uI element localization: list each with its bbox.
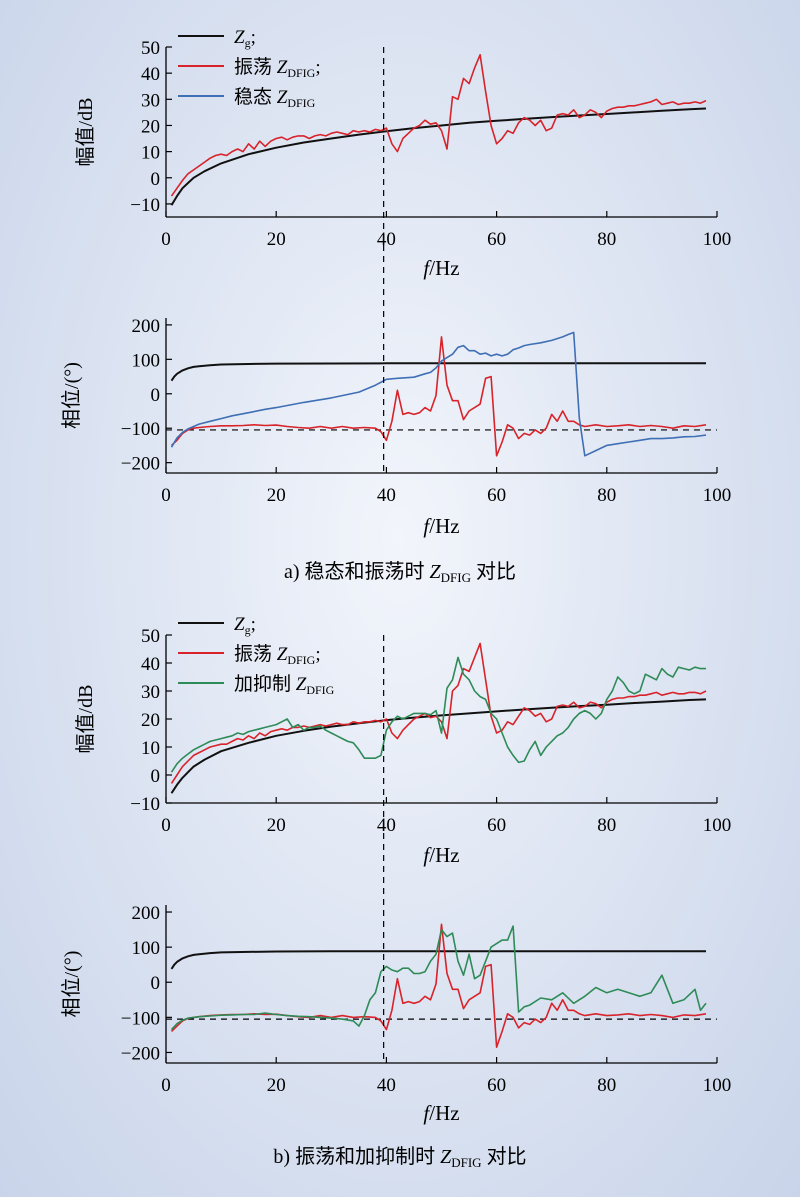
y-tick-label: 30 xyxy=(141,90,160,111)
y-tick-label: 0 xyxy=(151,973,161,994)
x-tick-label: 20 xyxy=(267,1075,286,1096)
y-tick-label: 10 xyxy=(141,143,160,164)
y-tick-label: 0 xyxy=(151,169,161,190)
y-tick-label: 20 xyxy=(141,116,160,137)
x-tick-label: 100 xyxy=(703,229,732,250)
series-line-Zg xyxy=(170,362,706,382)
y-tick-label: −200 xyxy=(121,1043,160,1064)
series-line-oscillation xyxy=(170,54,707,197)
legend-label-oscillation: 振荡 ZDFIG; xyxy=(234,56,321,80)
y-tick-label: 40 xyxy=(141,64,160,85)
y-tick-label: 30 xyxy=(141,682,160,703)
series-line-Zg xyxy=(170,107,707,206)
y-tick-label: −100 xyxy=(121,1008,160,1029)
x-axis-label: f/Hz xyxy=(423,514,459,538)
y-tick-label: 100 xyxy=(132,938,161,959)
x-tick-label: 0 xyxy=(161,815,171,836)
x-tick-label: 40 xyxy=(377,815,396,836)
legend-label-steady: 稳态 ZDFIG xyxy=(234,86,316,110)
series-line-steady xyxy=(170,331,707,457)
y-tick-label: 50 xyxy=(141,626,160,647)
legend-label-suppressed: 加抑制 ZDFIG xyxy=(234,673,335,697)
x-tick-label: 80 xyxy=(597,485,616,506)
y-tick-label: 10 xyxy=(141,738,160,759)
x-tick-label: 0 xyxy=(161,229,171,250)
x-tick-label: 100 xyxy=(703,815,732,836)
y-tick-label: 200 xyxy=(132,903,161,924)
x-tick-label: 20 xyxy=(267,229,286,250)
series-line-oscillation xyxy=(170,336,707,457)
x-tick-label: 20 xyxy=(267,815,286,836)
legend-label-Zg: Zg; xyxy=(234,27,256,50)
x-tick-label: 60 xyxy=(487,229,506,250)
chart-a-phase: 0 20 40 60 80 100 200 100 0 −100 −200 相位/(°) f/Hz xyxy=(60,316,731,538)
x-tick-label: 80 xyxy=(597,229,616,250)
y-tick-label: −10 xyxy=(130,195,160,216)
series-line-Zg xyxy=(170,698,707,794)
x-tick-label: 40 xyxy=(377,229,396,250)
x-tick-label: 0 xyxy=(161,1075,171,1096)
series-line-Zg xyxy=(170,950,706,970)
y-tick-label: −100 xyxy=(121,419,160,440)
chart-b-magnitude: 0 20 40 60 80 10050403020100−10幅值/dBf/HzZg;振荡… xyxy=(74,614,731,867)
y-axis-label: 幅值/dB xyxy=(74,685,97,754)
x-tick-label: 20 xyxy=(267,485,286,506)
x-tick-label: 0 xyxy=(161,485,171,506)
chart-b-phase: 0 20 40 60 80 100 200 100 0 −100 −200 相位/(°) f/Hz xyxy=(60,903,731,1125)
x-axis-label: f/Hz xyxy=(423,843,459,867)
series-line-suppressed xyxy=(170,656,706,773)
chart-a-magnitude: 0 20 40 60 80 10050403020100−10幅值/dBf/HzZg;振荡… xyxy=(74,27,731,280)
caption-a: a) 稳态和振荡时 ZDFIG 对比 xyxy=(284,560,516,585)
y-tick-label: 100 xyxy=(132,350,161,371)
x-tick-label: 60 xyxy=(487,815,506,836)
y-tick-label: −10 xyxy=(130,794,160,815)
x-tick-label: 40 xyxy=(377,485,396,506)
y-tick-label: −200 xyxy=(121,454,160,475)
x-tick-label: 40 xyxy=(377,1075,396,1096)
caption-b: b) 振荡和加抑制时 ZDFIG 对比 xyxy=(273,1145,526,1170)
y-tick-label: 0 xyxy=(151,385,161,406)
y-tick-label: 0 xyxy=(151,766,161,787)
x-tick-label: 60 xyxy=(487,1075,506,1096)
y-tick-label: 20 xyxy=(141,710,160,731)
x-tick-label: 60 xyxy=(487,485,506,506)
y-tick-label: 50 xyxy=(141,38,160,59)
x-axis-label: f/Hz xyxy=(423,1101,459,1125)
x-tick-label: 80 xyxy=(597,815,616,836)
series-line-suppressed xyxy=(170,925,707,1031)
y-tick-label: 200 xyxy=(132,316,161,337)
x-axis-label: f/Hz xyxy=(423,256,459,280)
y-axis-label: 相位/(°) xyxy=(60,951,83,1018)
x-tick-label: 100 xyxy=(703,1075,732,1096)
x-tick-label: 80 xyxy=(597,1075,616,1096)
y-axis-label: 相位/(°) xyxy=(60,362,83,429)
legend-label-oscillation: 振荡 ZDFIG; xyxy=(234,643,321,667)
x-tick-label: 100 xyxy=(703,485,732,506)
y-axis-label: 幅值/dB xyxy=(74,98,97,167)
y-tick-label: 40 xyxy=(141,654,160,675)
legend-label-Zg: Zg; xyxy=(234,614,256,637)
